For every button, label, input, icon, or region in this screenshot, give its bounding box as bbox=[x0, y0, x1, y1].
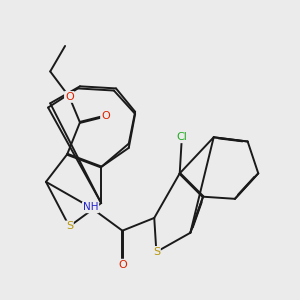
Text: S: S bbox=[66, 221, 73, 231]
Text: S: S bbox=[153, 247, 160, 257]
Text: Cl: Cl bbox=[176, 132, 187, 142]
Text: O: O bbox=[65, 92, 74, 102]
Text: NH: NH bbox=[83, 202, 98, 212]
Text: O: O bbox=[101, 111, 110, 121]
Text: O: O bbox=[118, 260, 127, 270]
